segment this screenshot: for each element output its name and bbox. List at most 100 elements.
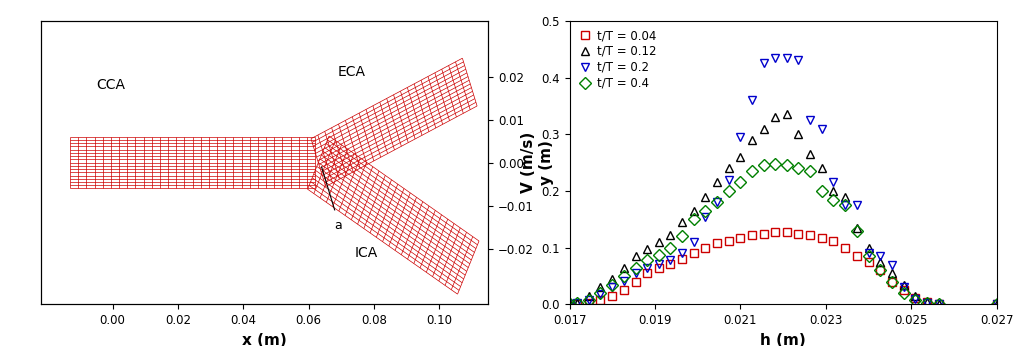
- t/T = 0.2: [711, 200, 723, 204]
- t/T = 0.4: [862, 254, 875, 258]
- Text: a: a: [334, 219, 342, 231]
- t/T = 0.4: [781, 163, 793, 167]
- t/T = 0.2: [676, 251, 689, 255]
- t/T = 0.04: [676, 257, 689, 261]
- t/T = 0.04: [594, 298, 606, 302]
- t/T = 0.4: [687, 217, 700, 221]
- t/T = 0.12: [641, 247, 653, 251]
- t/T = 0.2: [745, 98, 758, 102]
- t/T = 0.04: [606, 294, 618, 298]
- t/T = 0.12: [792, 132, 804, 136]
- t/T = 0.12: [769, 115, 781, 119]
- t/T = 0.04: [617, 288, 630, 292]
- t/T = 0.2: [687, 240, 700, 244]
- t/T = 0.2: [828, 180, 840, 184]
- t/T = 0.04: [862, 260, 875, 264]
- t/T = 0.2: [851, 203, 863, 207]
- t/T = 0.12: [676, 220, 689, 224]
- t/T = 0.12: [920, 300, 933, 304]
- t/T = 0.12: [723, 166, 735, 170]
- t/T = 0.04: [641, 271, 653, 275]
- t/T = 0.04: [909, 295, 921, 300]
- t/T = 0.4: [583, 298, 595, 302]
- t/T = 0.12: [583, 294, 595, 298]
- t/T = 0.4: [653, 253, 665, 257]
- t/T = 0.4: [909, 298, 921, 302]
- Line: t/T = 0.4: t/T = 0.4: [565, 160, 1001, 309]
- t/T = 0.04: [804, 233, 817, 237]
- t/T = 0.2: [700, 215, 712, 219]
- t/T = 0.2: [769, 56, 781, 60]
- t/T = 0.2: [933, 302, 945, 306]
- t/T = 0.04: [792, 231, 804, 236]
- t/T = 0.12: [606, 277, 618, 281]
- t/T = 0.2: [897, 285, 909, 290]
- t/T = 0.12: [851, 226, 863, 230]
- t/T = 0.2: [594, 292, 606, 296]
- t/T = 0.4: [630, 265, 642, 270]
- t/T = 0.4: [676, 234, 689, 238]
- t/T = 0.04: [734, 235, 746, 239]
- t/T = 0.4: [606, 283, 618, 287]
- t/T = 0.2: [583, 298, 595, 302]
- t/T = 0.04: [711, 241, 723, 245]
- t/T = 0.04: [933, 302, 945, 306]
- t/T = 0.4: [563, 302, 576, 307]
- t/T = 0.12: [909, 294, 921, 298]
- t/T = 0.2: [792, 58, 804, 63]
- t/T = 0.2: [630, 271, 642, 275]
- t/T = 0.04: [572, 302, 584, 307]
- t/T = 0.12: [897, 283, 909, 287]
- t/T = 0.4: [839, 203, 851, 207]
- t/T = 0.2: [816, 127, 828, 131]
- t/T = 0.12: [804, 152, 817, 156]
- t/T = 0.12: [874, 260, 886, 264]
- t/T = 0.12: [991, 302, 1003, 307]
- t/T = 0.2: [991, 302, 1003, 307]
- t/T = 0.04: [816, 235, 828, 239]
- t/T = 0.12: [563, 302, 576, 307]
- t/T = 0.2: [804, 118, 817, 122]
- t/T = 0.04: [839, 246, 851, 250]
- t/T = 0.04: [563, 302, 576, 307]
- t/T = 0.4: [828, 198, 840, 202]
- Text: ICA: ICA: [354, 246, 377, 260]
- t/T = 0.12: [816, 166, 828, 170]
- t/T = 0.2: [617, 279, 630, 283]
- t/T = 0.2: [664, 258, 676, 262]
- t/T = 0.04: [920, 300, 933, 304]
- t/T = 0.04: [851, 254, 863, 258]
- t/T = 0.2: [758, 61, 770, 65]
- t/T = 0.12: [862, 246, 875, 250]
- t/T = 0.4: [792, 166, 804, 170]
- t/T = 0.12: [758, 127, 770, 131]
- t/T = 0.04: [664, 262, 676, 266]
- t/T = 0.4: [897, 291, 909, 295]
- t/T = 0.04: [758, 231, 770, 236]
- t/T = 0.4: [723, 189, 735, 193]
- t/T = 0.12: [734, 155, 746, 159]
- t/T = 0.4: [851, 229, 863, 233]
- t/T = 0.4: [769, 162, 781, 166]
- t/T = 0.12: [828, 189, 840, 193]
- t/T = 0.4: [874, 268, 886, 273]
- t/T = 0.4: [745, 169, 758, 173]
- t/T = 0.4: [641, 258, 653, 262]
- t/T = 0.12: [594, 285, 606, 290]
- t/T = 0.4: [664, 246, 676, 250]
- t/T = 0.4: [711, 200, 723, 204]
- t/T = 0.4: [572, 301, 584, 306]
- t/T = 0.12: [839, 194, 851, 199]
- t/T = 0.4: [758, 163, 770, 167]
- X-axis label: x (m): x (m): [242, 333, 287, 346]
- t/T = 0.2: [723, 177, 735, 182]
- t/T = 0.2: [563, 302, 576, 307]
- t/T = 0.2: [606, 285, 618, 290]
- t/T = 0.2: [920, 301, 933, 305]
- t/T = 0.12: [572, 301, 584, 305]
- t/T = 0.2: [874, 254, 886, 258]
- t/T = 0.04: [886, 280, 898, 284]
- t/T = 0.2: [909, 297, 921, 301]
- t/T = 0.04: [745, 233, 758, 237]
- t/T = 0.4: [920, 301, 933, 305]
